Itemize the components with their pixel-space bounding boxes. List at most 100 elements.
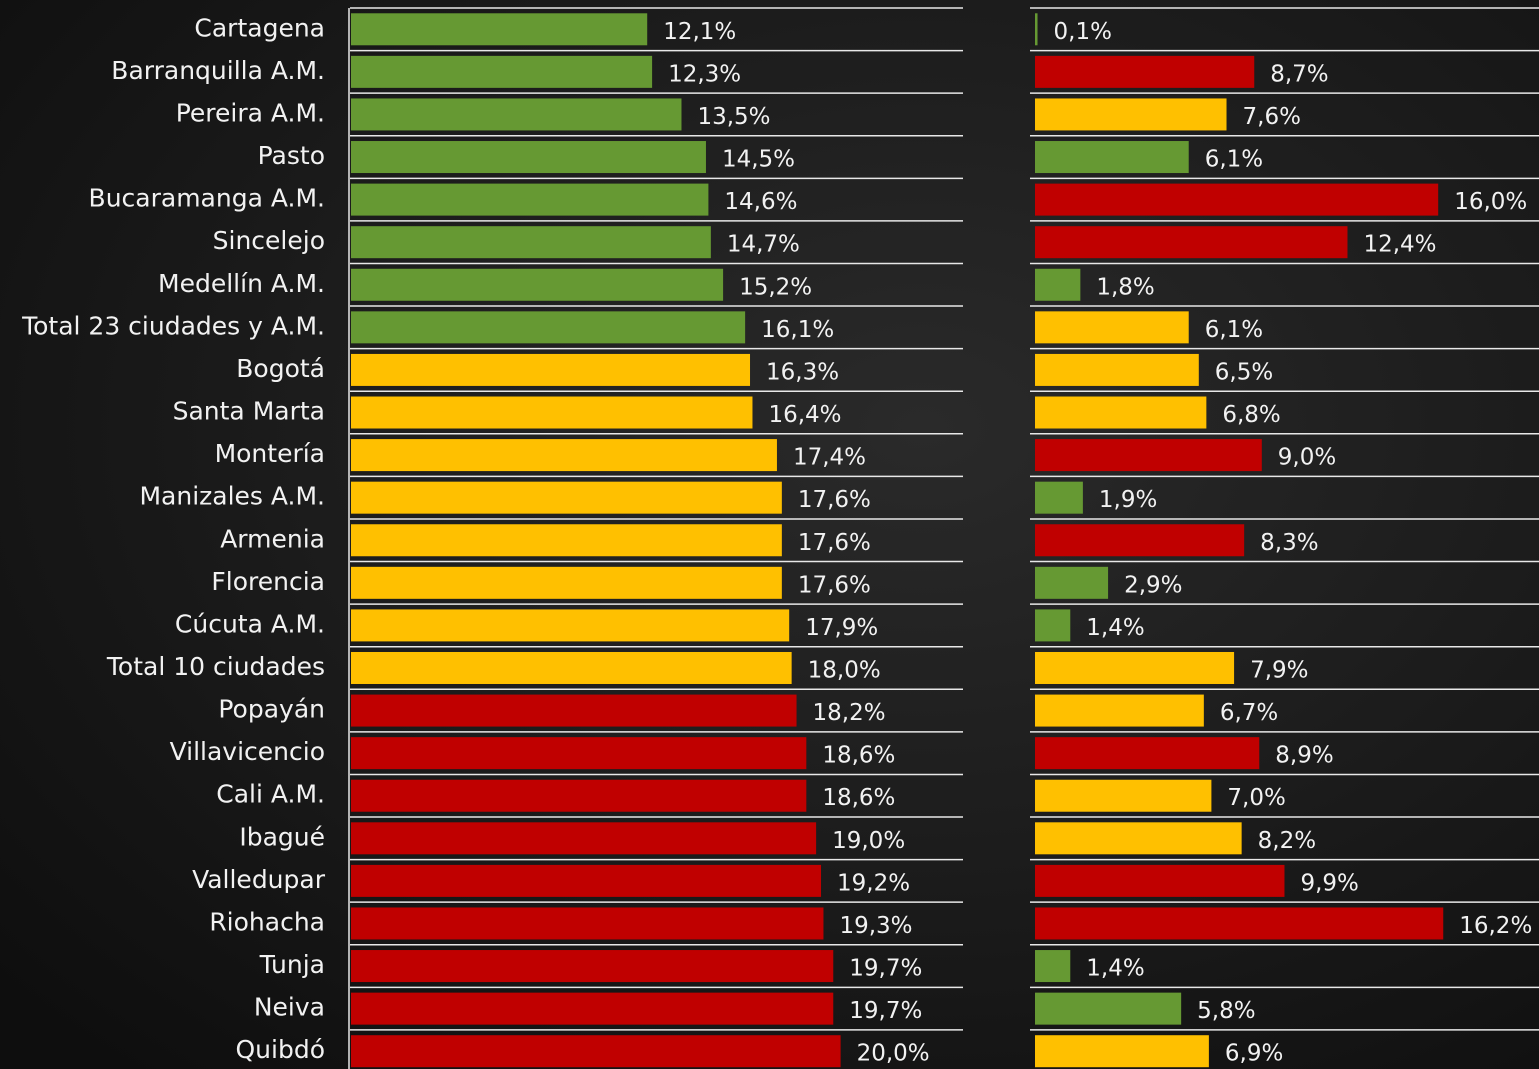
bar	[1035, 1035, 1209, 1067]
category-label: Santa Marta	[173, 397, 325, 426]
value-label: 16,4%	[768, 402, 841, 428]
bar	[1035, 907, 1443, 939]
value-label: 6,1%	[1205, 317, 1263, 343]
value-label: 17,6%	[798, 487, 871, 513]
value-label: 19,7%	[849, 998, 922, 1024]
category-label: Valledupar	[192, 865, 326, 894]
value-label: 9,9%	[1300, 870, 1358, 896]
bar	[1035, 865, 1284, 897]
category-label: Cúcuta A.M.	[175, 609, 325, 638]
value-label: 15,2%	[739, 274, 812, 300]
value-label: 14,7%	[727, 232, 800, 258]
category-label: Armenia	[220, 524, 325, 553]
bar	[1035, 397, 1206, 429]
bar	[351, 13, 647, 45]
category-label: Ibagué	[239, 822, 325, 851]
category-label: Bogotá	[236, 354, 325, 383]
value-label: 17,4%	[793, 445, 866, 471]
bar	[351, 567, 782, 599]
value-label: 13,5%	[697, 104, 770, 130]
bar	[351, 652, 792, 684]
bar	[1035, 993, 1181, 1025]
value-label: 5,8%	[1197, 998, 1255, 1024]
value-label: 7,0%	[1227, 785, 1285, 811]
bar	[351, 56, 652, 88]
value-label: 12,1%	[663, 19, 736, 45]
bar	[1035, 141, 1189, 173]
bar	[1035, 354, 1199, 386]
bar	[1035, 950, 1070, 982]
value-label: 17,6%	[798, 572, 871, 598]
bar	[351, 311, 745, 343]
bar	[1035, 652, 1234, 684]
category-label: Popayán	[218, 695, 325, 724]
bar	[351, 780, 806, 812]
bar	[1035, 524, 1244, 556]
bar	[351, 269, 723, 301]
value-label: 1,8%	[1096, 274, 1154, 300]
bar	[351, 695, 797, 727]
value-label: 9,0%	[1278, 445, 1336, 471]
bar	[351, 141, 706, 173]
value-label: 6,9%	[1225, 1041, 1283, 1067]
bar	[351, 950, 833, 982]
bar	[1035, 56, 1254, 88]
bar	[1035, 695, 1204, 727]
value-label: 19,7%	[849, 956, 922, 982]
value-label: 6,7%	[1220, 700, 1278, 726]
bar	[1035, 311, 1189, 343]
value-label: 19,3%	[839, 913, 912, 939]
bar	[1035, 13, 1038, 45]
category-label: Cartagena	[194, 13, 325, 42]
category-label: Quibdó	[235, 1035, 325, 1064]
bar	[1035, 822, 1242, 854]
bar	[1035, 737, 1259, 769]
value-label: 1,4%	[1086, 615, 1144, 641]
bar	[351, 1035, 841, 1067]
bar	[1035, 482, 1083, 514]
value-label: 20,0%	[857, 1041, 930, 1067]
value-label: 18,2%	[813, 700, 886, 726]
value-label: 19,0%	[832, 828, 905, 854]
value-label: 1,9%	[1099, 487, 1157, 513]
category-label: Cali A.M.	[216, 780, 325, 809]
bar	[1035, 609, 1070, 641]
bar	[351, 524, 782, 556]
category-label: Tunja	[259, 950, 325, 979]
value-label: 18,0%	[808, 657, 881, 683]
bar	[351, 865, 821, 897]
value-label: 8,9%	[1275, 743, 1333, 769]
bar	[1035, 439, 1262, 471]
value-label: 17,6%	[798, 530, 871, 556]
value-label: 7,6%	[1243, 104, 1301, 130]
bar	[351, 609, 789, 641]
bar	[351, 354, 750, 386]
bar	[351, 907, 823, 939]
bar	[351, 98, 681, 130]
bar	[351, 439, 777, 471]
bar	[351, 737, 806, 769]
category-label: Riohacha	[209, 907, 325, 936]
category-label: Pereira A.M.	[176, 98, 325, 127]
category-label: Barranquilla A.M.	[111, 56, 325, 85]
value-label: 18,6%	[822, 785, 895, 811]
value-label: 8,7%	[1270, 61, 1328, 87]
bar	[1035, 269, 1080, 301]
value-label: 8,3%	[1260, 530, 1318, 556]
category-label: Florencia	[211, 567, 325, 596]
category-label: Medellín A.M.	[158, 269, 325, 298]
bar	[351, 397, 752, 429]
value-label: 16,0%	[1454, 189, 1527, 215]
bar	[351, 184, 708, 216]
category-label: Montería	[215, 439, 325, 468]
bar	[1035, 567, 1108, 599]
value-label: 16,1%	[761, 317, 834, 343]
value-label: 6,5%	[1215, 359, 1273, 385]
bar	[1035, 184, 1438, 216]
category-label: Pasto	[258, 141, 325, 170]
value-label: 8,2%	[1258, 828, 1316, 854]
value-label: 12,4%	[1363, 232, 1436, 258]
bar	[1035, 98, 1227, 130]
value-label: 1,4%	[1086, 956, 1144, 982]
value-label: 12,3%	[668, 61, 741, 87]
